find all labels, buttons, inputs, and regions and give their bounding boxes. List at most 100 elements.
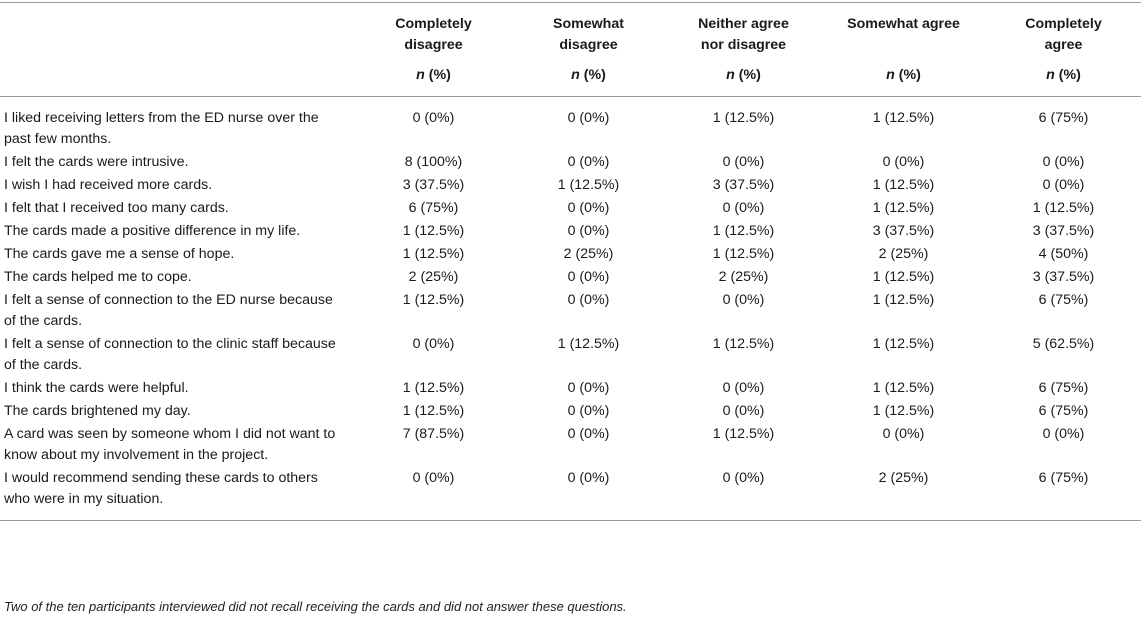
statement-label: The cards brightened my day. bbox=[4, 403, 191, 419]
table-cell: 1 (12.5%) bbox=[1032, 200, 1095, 216]
table-cell: 0 (0%) bbox=[567, 380, 610, 396]
column-header-somewhat-agree: Somewhat agree bbox=[821, 2, 986, 59]
table-cell: 1 (12.5%) bbox=[557, 177, 620, 193]
table-cell: 1 (12.5%) bbox=[402, 380, 465, 396]
table-cell: 0 (0%) bbox=[722, 200, 765, 216]
table-row: I wish I had received more cards. 3 (37.… bbox=[0, 175, 1141, 198]
statement-label: I liked receiving letters from the ED nu… bbox=[4, 110, 319, 147]
table-cell: 0 (0%) bbox=[567, 200, 610, 216]
statement-label: The cards helped me to cope. bbox=[4, 269, 192, 285]
statement-label: The cards made a positive difference in … bbox=[4, 223, 301, 239]
table-cell: 1 (12.5%) bbox=[712, 110, 775, 126]
statement-label: I think the cards were helpful. bbox=[4, 380, 189, 396]
table-cell: 1 (12.5%) bbox=[402, 223, 465, 239]
table-row: I think the cards were helpful. 1 (12.5%… bbox=[0, 378, 1141, 401]
column-header-completely-agree: Completely agree bbox=[986, 2, 1141, 59]
table-cell: 1 (12.5%) bbox=[872, 336, 935, 352]
table-row: The cards helped me to cope. 2 (25%) 0 (… bbox=[0, 267, 1141, 290]
statement-label: The cards gave me a sense of hope. bbox=[4, 246, 235, 262]
table-row: I felt a sense of connection to the ED n… bbox=[0, 290, 1141, 334]
table-row: I felt the cards were intrusive. 8 (100%… bbox=[0, 152, 1141, 175]
table-row: A card was seen by someone whom I did no… bbox=[0, 424, 1141, 468]
table-cell: 0 (0%) bbox=[567, 426, 610, 442]
table-cell: 0 (0%) bbox=[722, 292, 765, 308]
table-cell: 1 (12.5%) bbox=[872, 200, 935, 216]
table-cell: 6 (75%) bbox=[1038, 110, 1089, 126]
table-cell: 5 (62.5%) bbox=[1032, 336, 1095, 352]
table-cell: 0 (0%) bbox=[412, 110, 455, 126]
column-header-completely-disagree: Completely disagree bbox=[356, 2, 511, 59]
table-cell: 6 (75%) bbox=[1038, 380, 1089, 396]
statement-label: I felt a sense of connection to the clin… bbox=[4, 336, 336, 373]
table-cell: 0 (0%) bbox=[1042, 154, 1085, 170]
statement-header bbox=[0, 2, 356, 59]
table-cell: 0 (0%) bbox=[666, 468, 821, 521]
table-cell: 0 (0%) bbox=[412, 336, 455, 352]
table-cell: 0 (0%) bbox=[567, 223, 610, 239]
subheader-cell: n (%) bbox=[511, 59, 666, 97]
table-cell: 1 (12.5%) bbox=[712, 336, 775, 352]
survey-results-table: Completely disagree Somewhat disagree Neit… bbox=[0, 2, 1141, 521]
table-cell: 2 (25%) bbox=[718, 269, 769, 285]
table-cell: 2 (25%) bbox=[563, 246, 614, 262]
table-cell: 1 (12.5%) bbox=[872, 269, 935, 285]
table-cell: 7 (87.5%) bbox=[402, 426, 465, 442]
statement-label: I felt that I received too many cards. bbox=[4, 200, 229, 216]
table-cell: 3 (37.5%) bbox=[1032, 269, 1095, 285]
statement-label: I felt the cards were intrusive. bbox=[4, 154, 189, 170]
table-cell: 0 (0%) bbox=[882, 154, 925, 170]
table-cell: 6 (75%) bbox=[408, 200, 459, 216]
table-cell: 1 (12.5%) bbox=[402, 292, 465, 308]
table-cell: 6 (75%) bbox=[986, 468, 1141, 521]
subheader-cell: n (%) bbox=[986, 59, 1141, 97]
table-cell: 0 (0%) bbox=[722, 380, 765, 396]
table-cell: 0 (0%) bbox=[567, 269, 610, 285]
table-footnote: Two of the ten participants interviewed … bbox=[4, 599, 627, 614]
table-row: The cards gave me a sense of hope. 1 (12… bbox=[0, 244, 1141, 267]
table-cell: 1 (12.5%) bbox=[872, 380, 935, 396]
table-cell: 0 (0%) bbox=[882, 426, 925, 442]
table-cell: 0 (0%) bbox=[1042, 426, 1085, 442]
table-cell: 3 (37.5%) bbox=[872, 223, 935, 239]
statement-label: I wish I had received more cards. bbox=[4, 177, 213, 193]
table-cell: 4 (50%) bbox=[1038, 246, 1089, 262]
table-cell: 1 (12.5%) bbox=[402, 246, 465, 262]
table-cell: 3 (37.5%) bbox=[402, 177, 465, 193]
table-row: The cards brightened my day. 1 (12.5%) 0… bbox=[0, 401, 1141, 424]
table-cell: 6 (75%) bbox=[1038, 292, 1089, 308]
table-cell: 1 (12.5%) bbox=[872, 292, 935, 308]
table-cell: 2 (25%) bbox=[878, 246, 929, 262]
table-row: I would recommend sending these cards to… bbox=[0, 468, 1141, 521]
subheader-cell: n (%) bbox=[356, 59, 511, 97]
column-header-somewhat-disagree: Somewhat disagree bbox=[511, 2, 666, 59]
table-cell: 0 (0%) bbox=[567, 403, 610, 419]
table-cell: 0 (0%) bbox=[567, 110, 610, 126]
subheader-cell: n (%) bbox=[666, 59, 821, 97]
table-cell: 8 (100%) bbox=[404, 154, 463, 170]
table-cell: 1 (12.5%) bbox=[557, 336, 620, 352]
table-cell: 0 (0%) bbox=[722, 403, 765, 419]
subheader-row: n (%) n (%) n (%) n (%) n (%) bbox=[0, 59, 1141, 97]
statement-label: I would recommend sending these cards to… bbox=[0, 468, 356, 521]
column-header-neither: Neither agree nor disagree bbox=[666, 2, 821, 59]
table-cell: 0 (0%) bbox=[1042, 177, 1085, 193]
table-cell: 0 (0%) bbox=[567, 154, 610, 170]
table-cell: 3 (37.5%) bbox=[1032, 223, 1095, 239]
statement-label: A card was seen by someone whom I did no… bbox=[4, 426, 336, 463]
table-row: I felt a sense of connection to the clin… bbox=[0, 334, 1141, 378]
table-cell: 1 (12.5%) bbox=[712, 223, 775, 239]
table-cell: 3 (37.5%) bbox=[712, 177, 775, 193]
table-cell: 1 (12.5%) bbox=[712, 426, 775, 442]
table-row: The cards made a positive difference in … bbox=[0, 221, 1141, 244]
table-cell: 0 (0%) bbox=[356, 468, 511, 521]
table-cell: 0 (0%) bbox=[722, 154, 765, 170]
table-cell: 2 (25%) bbox=[408, 269, 459, 285]
table-cell: 2 (25%) bbox=[821, 468, 986, 521]
table-cell: 0 (0%) bbox=[567, 292, 610, 308]
table-cell: 1 (12.5%) bbox=[872, 403, 935, 419]
table-cell: 1 (12.5%) bbox=[402, 403, 465, 419]
statement-label: I felt a sense of connection to the ED n… bbox=[4, 292, 333, 329]
table-cell: 1 (12.5%) bbox=[712, 246, 775, 262]
column-header-row: Completely disagree Somewhat disagree Neit… bbox=[0, 2, 1141, 59]
